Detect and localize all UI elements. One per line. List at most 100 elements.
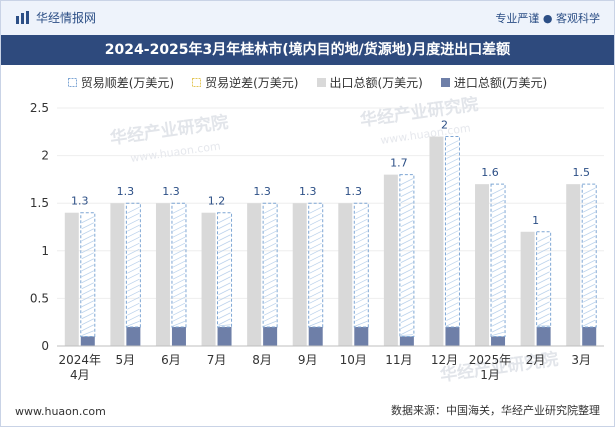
hatch-line bbox=[81, 258, 94, 266]
footer-source: 数据来源：中国海关，华经产业研究院整理 bbox=[391, 404, 600, 417]
export-bar bbox=[201, 212, 216, 346]
hatch-line bbox=[309, 212, 322, 220]
hatch-line bbox=[400, 238, 414, 245]
hatch-line bbox=[218, 228, 231, 236]
y-tick-label: 2.5 bbox=[30, 101, 49, 115]
hatch-line bbox=[309, 266, 322, 274]
hatch-line bbox=[491, 199, 505, 207]
hatch-line bbox=[583, 271, 596, 279]
import-bar bbox=[491, 336, 506, 346]
x-tick-label: 5月 bbox=[116, 353, 136, 367]
hatch-line bbox=[172, 248, 186, 256]
hatch-line bbox=[309, 278, 322, 286]
hatch-line bbox=[309, 230, 322, 238]
hatch-line bbox=[400, 262, 414, 269]
hatch-line bbox=[583, 301, 596, 309]
hatch-line bbox=[81, 270, 94, 278]
chart-title: 2024-2025年3月年桂林市(境内目的地/货源地)月度进出口差额 bbox=[1, 35, 614, 65]
hatch-line bbox=[263, 314, 277, 322]
hatch-line bbox=[446, 152, 459, 159]
surplus-hatch bbox=[400, 178, 414, 336]
footer-website[interactable]: www.huaon.com bbox=[15, 405, 106, 418]
hatch-line bbox=[446, 206, 459, 213]
hatch-line bbox=[583, 313, 596, 321]
y-tick-label: 0.5 bbox=[30, 291, 49, 305]
hatch-line bbox=[446, 284, 459, 291]
hatch-line bbox=[355, 302, 368, 310]
hatch-line bbox=[446, 212, 459, 219]
hatch-line bbox=[81, 312, 94, 320]
hatch-line bbox=[81, 288, 94, 296]
hatch-line bbox=[400, 316, 414, 323]
legend-swatch-export bbox=[316, 78, 326, 87]
hatch-line bbox=[537, 265, 550, 273]
hatch-line bbox=[400, 202, 414, 209]
hatch-line bbox=[537, 313, 550, 321]
x-tick-label: 4月 bbox=[70, 368, 90, 382]
y-tick-label: 1 bbox=[41, 244, 49, 258]
hatch-line bbox=[263, 206, 277, 214]
data-label: 1.5 bbox=[572, 166, 590, 179]
hatch-line bbox=[218, 246, 231, 254]
hatch-line bbox=[583, 247, 596, 255]
surplus-bar bbox=[308, 202, 324, 328]
hatch-line bbox=[172, 320, 186, 327]
hatch-line bbox=[218, 312, 231, 320]
hatch-line bbox=[400, 274, 414, 281]
hatch-line bbox=[127, 254, 140, 262]
hatch-line bbox=[127, 266, 140, 274]
x-tick-label: 3月 bbox=[571, 353, 591, 367]
x-tick-label: 6月 bbox=[161, 353, 181, 367]
hatch-line bbox=[446, 170, 459, 177]
hatch-line bbox=[355, 314, 368, 322]
export-bar bbox=[429, 136, 444, 346]
import-bar bbox=[582, 326, 597, 346]
hatch-line bbox=[172, 236, 186, 244]
hatch-line bbox=[537, 259, 550, 267]
hatch-line bbox=[400, 196, 414, 203]
hatch-line bbox=[309, 302, 322, 310]
hatch-line bbox=[127, 224, 140, 232]
hatch-line bbox=[172, 290, 186, 298]
hatch-line bbox=[583, 187, 596, 195]
export-bar bbox=[64, 212, 79, 346]
hatch-line bbox=[491, 289, 505, 297]
hatch-line bbox=[446, 230, 459, 237]
hatch-line bbox=[491, 253, 505, 261]
top-bar: 华经情报网 专业严谨 ● 客观科学 bbox=[1, 1, 614, 35]
hatch-line bbox=[491, 307, 505, 315]
legend-swatch-import bbox=[440, 78, 450, 87]
hatch-line bbox=[81, 228, 94, 236]
hatch-line bbox=[446, 308, 459, 315]
import-bar bbox=[263, 326, 278, 346]
export-bar bbox=[520, 231, 535, 346]
hatch-line bbox=[491, 319, 505, 327]
hatch-line bbox=[309, 254, 322, 262]
hatch-line bbox=[446, 140, 459, 147]
hatch-line bbox=[309, 296, 322, 304]
hatch-line bbox=[355, 278, 368, 286]
hatch-line bbox=[491, 271, 505, 279]
hatch-line bbox=[583, 283, 596, 291]
legend-label-export: 出口总额(万美元) bbox=[329, 76, 423, 90]
hatch-line bbox=[537, 283, 550, 291]
hatch-line bbox=[172, 314, 186, 322]
hatch-line bbox=[446, 254, 459, 261]
hatch-line bbox=[400, 256, 414, 263]
hatch-line bbox=[172, 212, 186, 220]
surplus-hatch bbox=[446, 140, 459, 327]
surplus-hatch bbox=[491, 187, 505, 336]
export-bar bbox=[338, 203, 353, 346]
hatch-line bbox=[263, 248, 277, 256]
hatch-line bbox=[127, 308, 140, 316]
x-tick-label: 2月 bbox=[526, 353, 546, 367]
hatch-line bbox=[355, 296, 368, 304]
hatch-line bbox=[81, 216, 94, 224]
hatch-line bbox=[81, 264, 94, 272]
hatch-line bbox=[446, 194, 459, 201]
hatch-line bbox=[263, 230, 277, 238]
data-label: 1.3 bbox=[117, 185, 135, 198]
data-label: 1 bbox=[532, 214, 539, 227]
import-bar bbox=[171, 326, 186, 346]
hatch-line bbox=[537, 241, 550, 249]
